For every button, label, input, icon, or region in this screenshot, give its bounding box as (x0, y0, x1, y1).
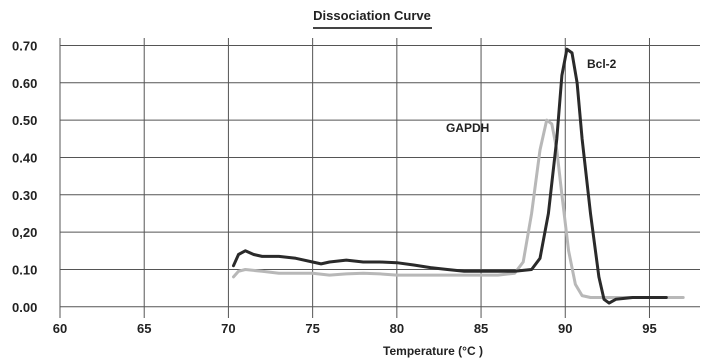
x-tick-label: 90 (558, 321, 572, 336)
series-label-gapdh: GAPDH (446, 121, 489, 135)
y-tick-label: 0.50 (12, 113, 37, 128)
chart-title: Dissociation Curve (313, 8, 431, 23)
series-label-bcl-2: Bcl-2 (587, 57, 617, 71)
x-tick-label: 80 (390, 321, 404, 336)
y-tick-label: 0.30 (12, 188, 37, 203)
x-tick-label: 60 (53, 321, 67, 336)
y-tick-label: 0.00 (12, 300, 37, 315)
x-tick-label: 70 (221, 321, 235, 336)
series-line-gapdh (232, 118, 685, 299)
grid-lines (59, 38, 700, 318)
series-lines (232, 47, 685, 305)
x-tick-label: 65 (137, 321, 151, 336)
x-tick-labels: 60 65 70 75 80 85 90 95 (53, 321, 657, 336)
y-tick-label: 0.60 (12, 76, 37, 91)
y-tick-label: 0,20 (12, 225, 37, 240)
x-tick-label: 95 (642, 321, 656, 336)
x-tick-label: 75 (305, 321, 319, 336)
y-tick-label: 0.70 (12, 38, 37, 53)
series-line-bcl-2 (232, 47, 668, 305)
y-tick-labels: 0.00 0.10 0,20 0.30 0.40 0.50 0.60 0.70 (12, 38, 37, 314)
y-tick-label: 0.10 (12, 262, 37, 277)
x-tick-label: 85 (474, 321, 488, 336)
x-axis-label: Temperature (°C ) (383, 344, 483, 358)
y-tick-label: 0.40 (12, 150, 37, 165)
